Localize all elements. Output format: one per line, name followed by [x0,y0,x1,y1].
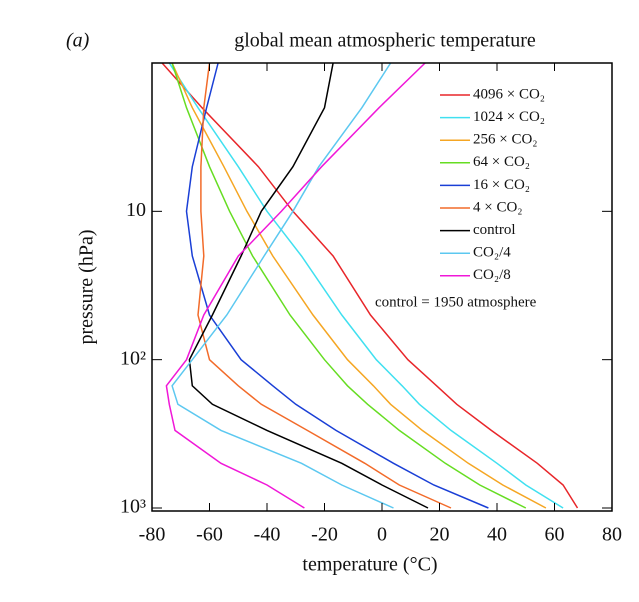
x-tick-label: -80 [139,524,166,546]
y-axis-label: pressure (hPa) [76,230,98,345]
legend-label: 4 × CO₂ [473,199,523,215]
x-tick-label: -60 [196,524,223,546]
series-line [185,62,489,509]
series-line [161,62,579,509]
series-line [188,62,429,509]
y-tick-label: 10³ [120,496,146,518]
series-line [168,62,564,509]
x-tick-label: -20 [311,524,338,546]
series-line [171,62,547,509]
x-axis-label: temperature (°C) [302,554,437,576]
legend-label: 16 × CO₂ [473,177,530,193]
legend-label: 1024 × CO₂ [473,109,545,125]
legend-label: 64 × CO₂ [473,154,530,170]
annotation: control = 1950 atmosphere [375,294,537,310]
y-tick-label: 10 [126,199,146,221]
series-line [197,62,452,509]
y-tick-label: 10² [120,347,146,369]
legend-label: 256 × CO₂ [473,132,538,148]
series-line [171,62,527,509]
x-tick-label: 0 [377,524,387,546]
series-line [171,62,394,509]
legend-label: 4096 × CO₂ [473,86,545,102]
x-tick-label: 20 [430,524,450,546]
x-tick-label: 80 [602,524,622,546]
legend-label: CO₂/4 [473,245,511,261]
chart-title: global mean atmospheric temperature [234,30,536,52]
legend-label: control [473,222,516,238]
x-tick-label: 40 [487,524,507,546]
legend-label: CO₂/8 [473,267,511,283]
x-tick-label: -40 [254,524,281,546]
panel-label: (a) [66,30,90,52]
series-line [165,62,426,509]
x-tick-label: 60 [545,524,565,546]
